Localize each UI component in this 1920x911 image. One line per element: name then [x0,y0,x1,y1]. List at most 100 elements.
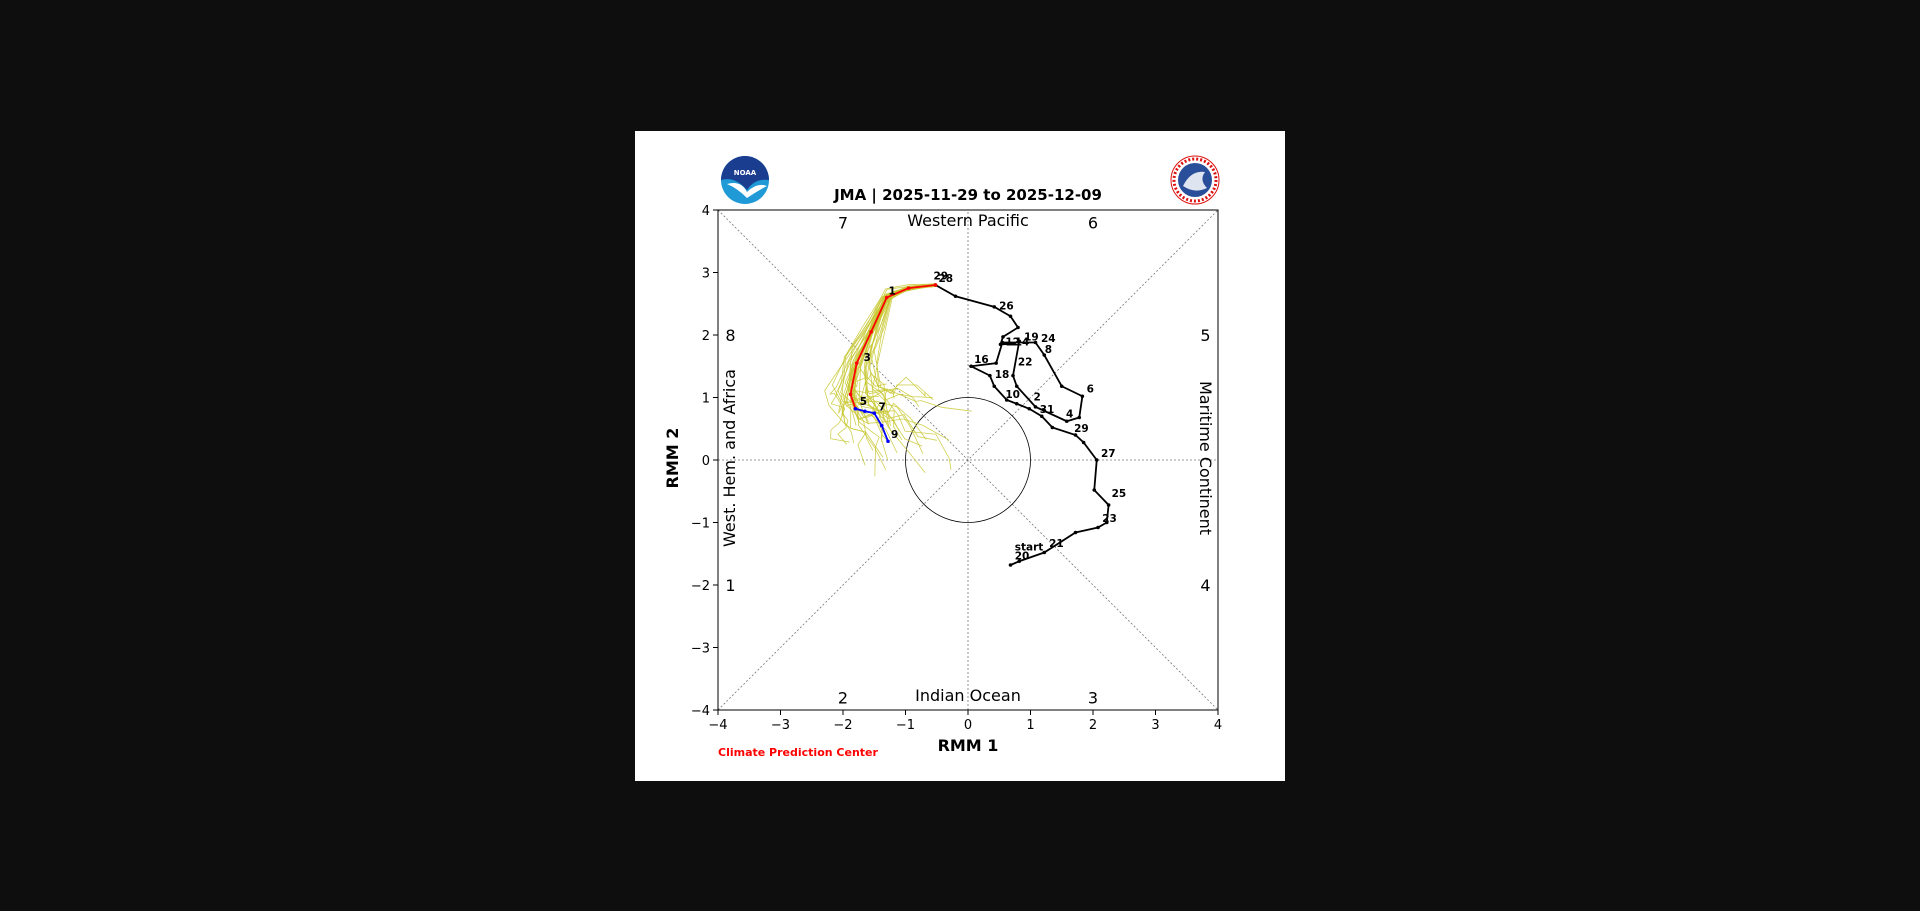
point-label: 24 [1041,333,1056,345]
ensemble-member-line [850,283,935,454]
mjo-phase-diagram-figure: NOAA JMA | 2025-11-29 to 2025-12-09 star… [635,131,1285,781]
point-label: 16 [974,354,989,366]
y-tick-label: −1 [691,517,710,532]
noaa-logo-text: NOAA [734,169,757,177]
y-tick-label: 1 [702,392,710,407]
y-tick-label: 4 [702,204,710,219]
forecast-early-point [933,283,938,287]
phase-number: 6 [1088,214,1098,233]
grid-lines [717,209,1219,711]
forecast-early-point [848,392,853,397]
observed-point [1073,433,1078,437]
ensemble-member-line [869,285,972,412]
credit-text: Climate Prediction Center [718,746,878,759]
observed-point [1014,384,1019,389]
forecast-early-point [884,295,889,300]
observed-point [1104,520,1109,525]
chart-title: JMA | 2025-11-29 to 2025-12-09 [833,186,1102,205]
phase-diagram-svg: NOAA JMA | 2025-11-29 to 2025-12-09 star… [663,155,1222,759]
point-label: 31 [1040,404,1055,416]
unit-circle [905,397,1031,523]
point-label: 3 [864,352,871,364]
forecast-late-point [863,409,867,414]
noaa-logo: NOAA [721,156,769,204]
region-right: Maritime Continent [1196,381,1215,535]
point-label: 29 [934,270,949,282]
ensemble-member-line [876,284,952,470]
phase-number: 3 [1088,689,1098,708]
forecast-track [848,283,938,444]
observed-point [1059,384,1064,389]
observed-point [1016,325,1020,330]
point-label: 14 [1015,337,1030,349]
phase-number: 7 [838,214,848,233]
observed-point [1001,335,1005,339]
point-label: 26 [999,300,1014,312]
observed-point [1050,425,1055,430]
point-label: 25 [1112,488,1127,500]
y-tick-label: −2 [691,579,710,594]
observed-point [1081,440,1086,445]
observed-point [992,384,997,389]
x-tick-label: 3 [1151,718,1159,733]
x-tick-label: −1 [896,718,915,733]
x-axis-label: RMM 1 [938,736,999,755]
region-bottom: Indian Ocean [915,686,1021,705]
y-tick-label: −4 [691,704,710,719]
observed-point [1106,503,1111,507]
y-tick-label: −3 [691,642,710,657]
observed-point [1094,458,1099,462]
y-tick-label: 0 [702,454,710,469]
ensemble-member-line [830,283,936,417]
point-label: 22 [1018,357,1033,369]
region-top: Western Pacific [907,211,1029,230]
point-label: 29 [1074,423,1089,435]
observed-point [1077,415,1082,420]
observed-point [1039,414,1044,419]
point-label: 10 [1005,389,1020,401]
point-label: 2 [1034,392,1041,404]
observed-point [1064,419,1069,424]
point-label: 12 [1005,337,1020,349]
point-label: 4 [1066,408,1073,420]
observed-point [953,294,958,299]
point-label: start [1015,542,1044,554]
y-tick-label: 3 [702,267,710,282]
observed-point [1011,341,1015,346]
ensemble-member-line [844,284,936,470]
observed-point [1042,353,1047,357]
observed-point [1033,340,1038,345]
nws-logo [1170,155,1220,205]
observed-point [1027,406,1032,411]
x-tick-label: 1 [1026,718,1034,733]
forecast-early-point [906,286,911,290]
ensemble-members [824,283,972,477]
point-label: 7 [879,402,886,414]
point-label: 1 [889,285,896,297]
observed-point [994,361,998,365]
forecast-late-point [879,423,884,428]
region-left: West. Hem. and Africa [720,369,739,547]
observed-point [998,342,1003,347]
observed-point [1017,339,1022,344]
phase-number: 8 [725,326,735,345]
forecast-late-point [886,439,890,444]
observed-point [1014,401,1019,406]
ensemble-member-line [853,285,936,423]
forecast-early-point [869,330,873,334]
phase-number: 4 [1200,576,1210,595]
x-tick-label: 0 [964,718,972,733]
observed-point [992,305,997,309]
point-label: 5 [860,396,867,408]
point-label: 21 [1049,538,1064,550]
observed-track [933,283,1111,567]
observed-point [1004,398,1009,402]
observed-point [1017,559,1022,564]
forecast-late-point [872,411,877,415]
point-label: 23 [1102,513,1117,525]
phase-number: 2 [838,689,848,708]
phase-number: 5 [1200,326,1210,345]
